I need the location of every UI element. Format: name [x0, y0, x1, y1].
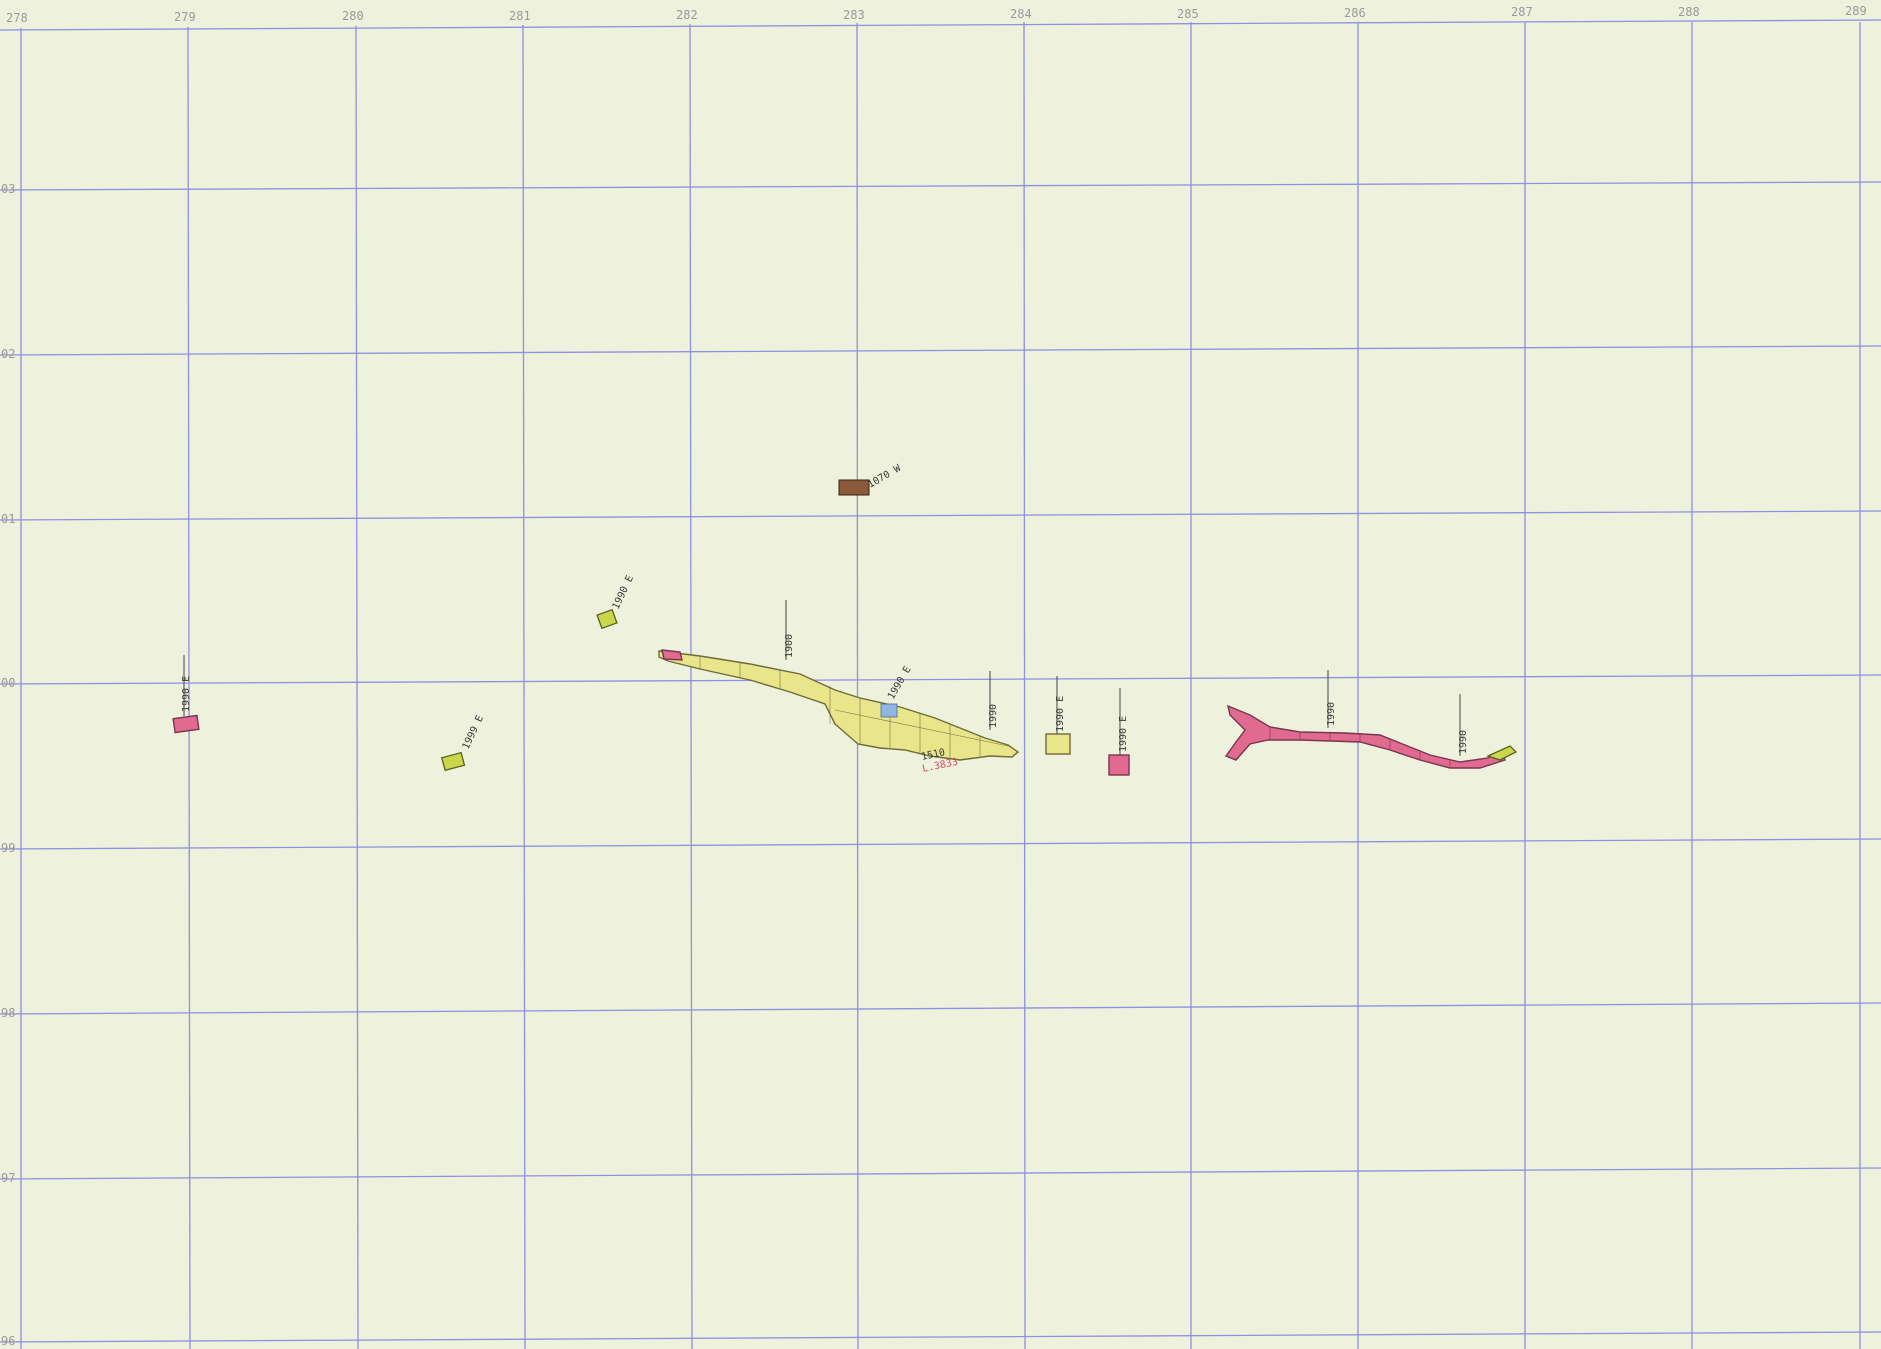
- gridline-h: [0, 1002, 1881, 1015]
- grid: [0, 19, 1881, 1349]
- brown-block: [838, 479, 870, 496]
- gridline-h: [0, 181, 1881, 191]
- gridline-h: [0, 345, 1881, 356]
- blue-cell: [880, 703, 898, 718]
- magenta-strip-cells: [1269, 728, 1451, 768]
- easting-label: 283: [843, 8, 865, 22]
- annotation: 1990 E: [1055, 696, 1066, 732]
- easting-label: 281: [509, 9, 531, 23]
- annotation: 1900: [784, 634, 795, 658]
- brown-block-feature[interactable]: 1070 W: [838, 463, 904, 496]
- gridline-v: [689, 23, 693, 1349]
- magenta-strip: [1224, 704, 1507, 769]
- annotation: 1990 E: [1118, 716, 1129, 752]
- easting-label: 288: [1678, 5, 1700, 19]
- easting-label: 289: [1845, 4, 1867, 18]
- northing-label: 03: [1, 182, 15, 196]
- strip-label: 1510: [920, 747, 946, 763]
- easting-label: 286: [1344, 6, 1366, 20]
- magenta-strip-feature[interactable]: [1224, 704, 1518, 769]
- annotation: 1990: [1326, 702, 1337, 726]
- parcel-magenta[interactable]: [172, 714, 200, 734]
- gridline-h: [0, 19, 1881, 31]
- gridline-v: [355, 25, 359, 1349]
- northing-label: 01: [1, 512, 15, 526]
- northing-label: 02: [1, 347, 15, 361]
- annotation: 1990 E: [611, 574, 636, 611]
- easting-label: 287: [1511, 5, 1533, 19]
- gridline-h: [0, 674, 1881, 685]
- gridline-v: [522, 24, 526, 1349]
- easting-labels: 278 279 280 281 282 283 284 285 286 287 …: [6, 4, 1867, 25]
- northing-label: 97: [1, 1171, 15, 1185]
- annotation-leaders: [183, 600, 1461, 756]
- easting-label: 282: [676, 8, 698, 22]
- gridline-v: [1023, 21, 1026, 1349]
- annotation: 1999 E: [461, 714, 486, 751]
- easting-label: 278: [6, 11, 28, 25]
- green-tip: [1486, 745, 1518, 761]
- easting-label: 285: [1177, 7, 1199, 21]
- yellow-strip: [658, 650, 1020, 761]
- easting-label: 279: [174, 10, 196, 24]
- brown-block-label: 1070 W: [866, 463, 904, 491]
- gridline-h: [0, 1167, 1881, 1180]
- gridline-h: [0, 838, 1881, 850]
- gridline-v: [187, 26, 191, 1349]
- gridline-v: [856, 22, 859, 1349]
- parcel-magenta[interactable]: [1108, 754, 1130, 776]
- northing-label: 00: [1, 676, 15, 690]
- parcels: [172, 608, 1130, 776]
- northing-labels: 03 02 01 00 99 98 97 96: [1, 182, 15, 1348]
- gridline-h: [0, 1331, 1881, 1343]
- annotations: 1990 E 1999 E 1990 E 1900 1990 E 1990 19…: [181, 574, 1469, 754]
- northing-label: 99: [1, 841, 15, 855]
- annotation: 1990 E: [181, 676, 192, 712]
- easting-label: 280: [342, 9, 364, 23]
- parcel-green[interactable]: [596, 608, 618, 630]
- strip-cells: [699, 656, 1009, 758]
- gridline-h: [0, 510, 1881, 521]
- northing-label: 96: [1, 1334, 15, 1348]
- northing-label: 98: [1, 1006, 15, 1020]
- annotation: 1990 E: [886, 665, 914, 702]
- magenta-tip: [661, 649, 683, 661]
- parcel-green[interactable]: [440, 751, 466, 772]
- annotation: 1990: [1458, 730, 1469, 754]
- yellow-strip-feature[interactable]: 1510 L.3833: [658, 649, 1020, 775]
- annotation: 1990: [988, 704, 999, 728]
- parcel-yellow[interactable]: [1045, 733, 1071, 755]
- easting-label: 284: [1010, 7, 1032, 21]
